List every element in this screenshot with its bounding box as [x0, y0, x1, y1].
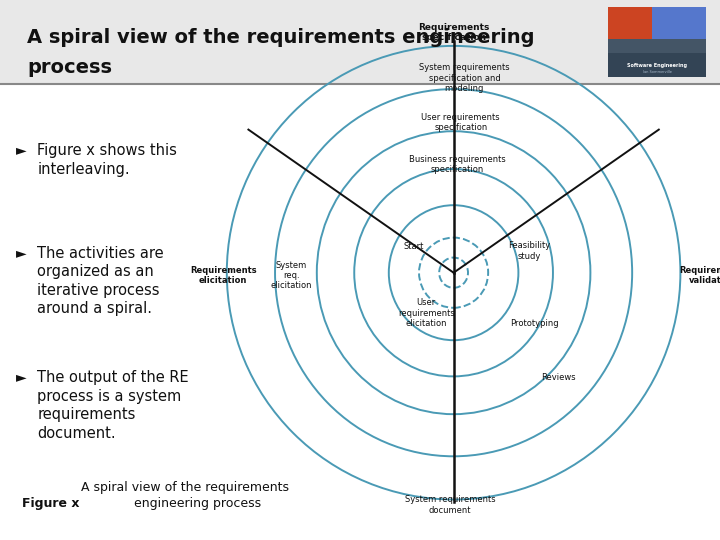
Bar — [652, 7, 706, 39]
Text: process: process — [27, 58, 112, 77]
Text: The output of the RE
process is a system
requirements
document.: The output of the RE process is a system… — [37, 370, 189, 441]
Bar — [608, 39, 706, 53]
Text: Start: Start — [404, 242, 424, 251]
Text: User requirements
specification: User requirements specification — [421, 113, 500, 132]
Text: System requirements
document: System requirements document — [405, 495, 495, 515]
Bar — [608, 7, 652, 39]
Text: ►: ► — [16, 370, 27, 384]
Text: Feasibility
study: Feasibility study — [508, 241, 550, 261]
Text: ►: ► — [16, 143, 27, 157]
Text: Figure x shows this
interleaving.: Figure x shows this interleaving. — [37, 143, 177, 177]
Bar — [0, 0, 720, 84]
Text: A spiral view of the requirements
        engineering process: A spiral view of the requirements engine… — [73, 481, 289, 510]
Text: Requirements
specification: Requirements specification — [418, 23, 490, 42]
Text: Reviews: Reviews — [541, 374, 575, 382]
Text: System
req.
elicitation: System req. elicitation — [271, 260, 312, 291]
Text: Figure x: Figure x — [22, 497, 79, 510]
Text: The activities are
organized as an
iterative process
around a spiral.: The activities are organized as an itera… — [37, 246, 164, 316]
Text: Prototyping: Prototyping — [510, 320, 559, 328]
Text: Business requirements
specification: Business requirements specification — [409, 155, 505, 174]
Text: A spiral view of the requirements engineering: A spiral view of the requirements engine… — [27, 28, 535, 48]
Text: Requirements
validation: Requirements validation — [680, 266, 720, 285]
Text: System requirements
specification and
modeling: System requirements specification and mo… — [419, 63, 510, 93]
Text: Software Engineering: Software Engineering — [627, 63, 687, 68]
Text: ►: ► — [16, 246, 27, 260]
Text: Ian Sommerville: Ian Sommerville — [642, 70, 672, 73]
Bar — [608, 53, 706, 77]
Text: Requirements
elicitation: Requirements elicitation — [190, 266, 256, 285]
Text: User
requirements
elicitation: User requirements elicitation — [398, 298, 454, 328]
